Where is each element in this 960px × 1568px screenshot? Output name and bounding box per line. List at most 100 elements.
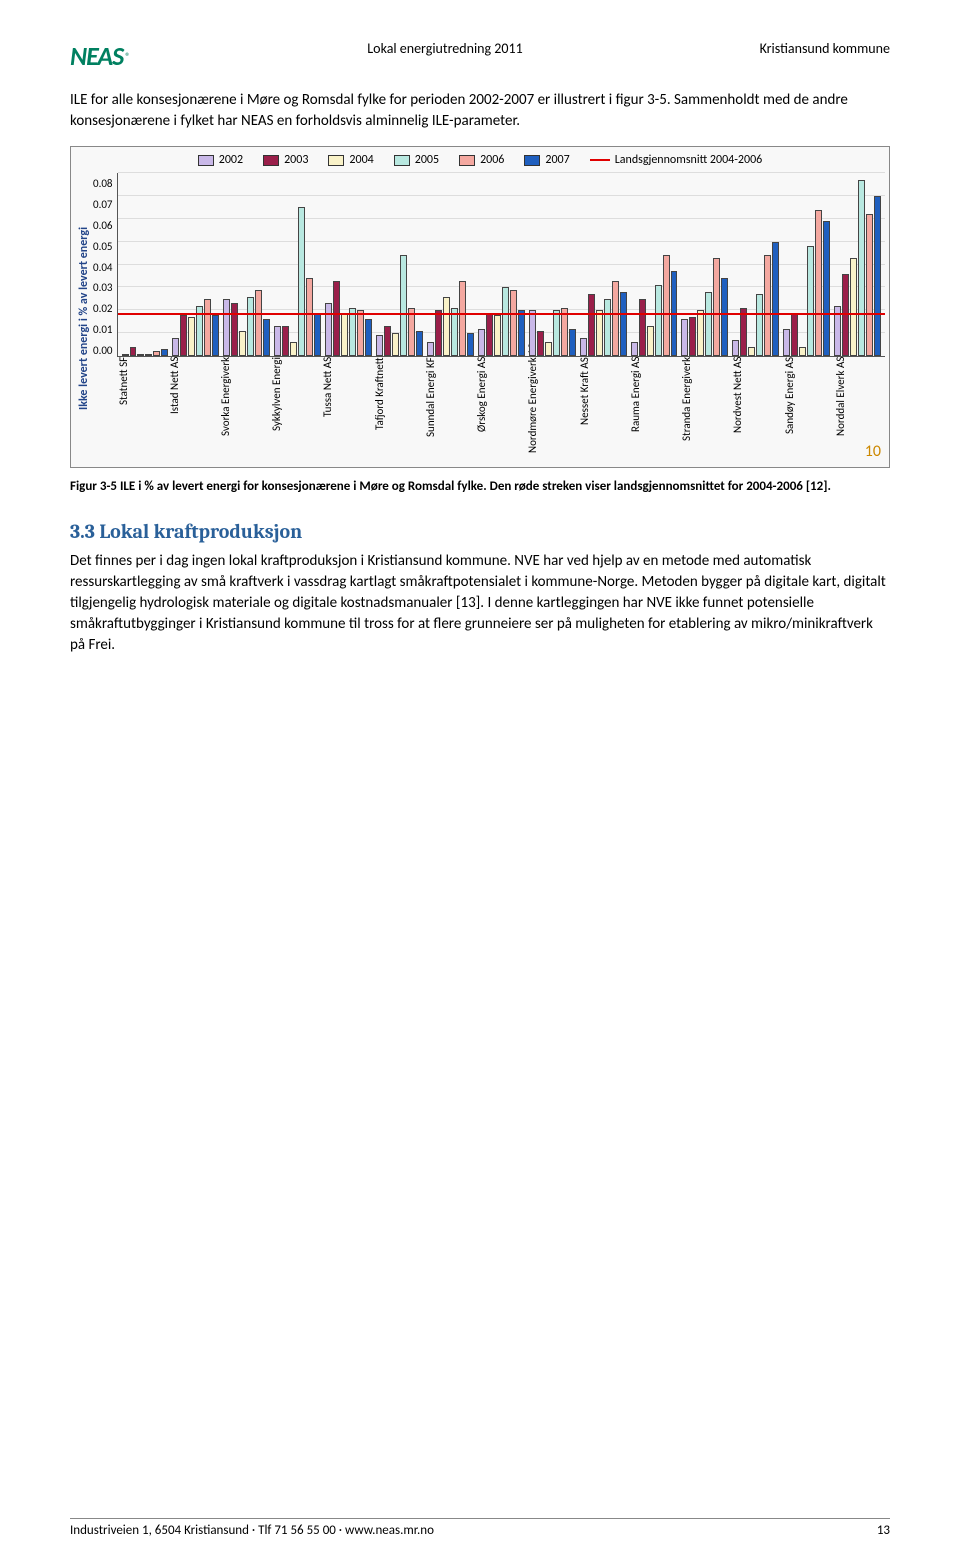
bar-group <box>783 173 830 356</box>
bar-group <box>274 173 321 356</box>
bar <box>588 294 595 356</box>
bar <box>435 310 442 356</box>
bar <box>604 299 611 356</box>
bar <box>486 313 493 356</box>
legend-label: Landsgjennomsnitt 2004-2006 <box>615 153 763 167</box>
bar <box>376 335 383 356</box>
legend-item: 2006 <box>459 153 504 167</box>
bar <box>180 315 187 356</box>
bar <box>799 347 806 356</box>
bar <box>333 281 340 356</box>
bar <box>756 294 763 356</box>
bar <box>697 310 704 356</box>
chart-plot-area <box>117 173 885 357</box>
xlabel: Istad Nett AS <box>168 357 219 457</box>
ytick: 0.07 <box>93 198 113 211</box>
bar <box>349 308 356 356</box>
bar <box>443 297 450 356</box>
legend-swatch <box>198 155 214 166</box>
bar <box>713 258 720 356</box>
bar-group <box>223 173 270 356</box>
bar <box>130 347 137 356</box>
logo-text: NEAS <box>70 40 123 72</box>
bar <box>282 326 289 356</box>
ytick: 0.03 <box>93 281 113 294</box>
xlabel: Ørskog Energi AS <box>475 357 526 457</box>
legend-swatch <box>590 159 610 161</box>
bar-group <box>834 173 881 356</box>
bar <box>400 255 407 356</box>
bar <box>721 278 728 356</box>
section-body: Det finnes per i dag ingen lokal kraftpr… <box>70 551 890 656</box>
bar <box>740 308 747 356</box>
bar <box>655 285 662 356</box>
bar-group <box>478 173 525 356</box>
bar <box>580 338 587 356</box>
bar <box>255 290 262 356</box>
bar <box>815 210 822 356</box>
bar <box>764 255 771 356</box>
xlabel: Sykkylven Energi <box>270 357 321 457</box>
xlabel: Rauma Energi AS <box>629 357 680 457</box>
bar <box>357 310 364 356</box>
bar <box>596 310 603 356</box>
bar <box>145 354 152 356</box>
chart-body: Ikke levert energi i % av levert energi … <box>75 173 885 463</box>
bar <box>153 351 160 356</box>
bar <box>478 329 485 356</box>
chart-yaxis: 0.080.070.060.050.040.030.020.010.00 <box>93 177 117 357</box>
intro-paragraph: ILE for alle konsesjonærene i Møre og Ro… <box>70 90 890 132</box>
legend-swatch <box>459 155 475 166</box>
bar-group <box>122 173 169 356</box>
legend-label: 2007 <box>545 153 569 167</box>
bar <box>561 308 568 356</box>
bar <box>647 326 654 356</box>
xlabel: Tussa Nett AS <box>321 357 372 457</box>
bar <box>732 340 739 356</box>
legend-label: 2006 <box>480 153 504 167</box>
ytick: 0.06 <box>93 219 113 232</box>
bar-group <box>325 173 372 356</box>
bar <box>298 207 305 356</box>
ytick: 0.08 <box>93 177 113 190</box>
chart-plot-wrap: Statnett SFIstad Nett ASSvorka Energiver… <box>117 173 885 463</box>
legend-label: 2002 <box>219 153 243 167</box>
bar-group <box>427 173 474 356</box>
legend-item: 2003 <box>263 153 308 167</box>
legend-swatch <box>328 155 344 166</box>
legend-swatch <box>263 155 279 166</box>
ile-bar-chart: 200220032004200520062007Landsgjennomsnit… <box>70 146 890 468</box>
bar-group <box>172 173 219 356</box>
bar <box>263 319 270 356</box>
chart-legend: 200220032004200520062007Landsgjennomsnit… <box>75 153 885 167</box>
bar <box>416 331 423 356</box>
bar <box>290 342 297 356</box>
bar-group <box>631 173 678 356</box>
bar <box>545 342 552 356</box>
bar <box>408 308 415 356</box>
legend-item: 2007 <box>524 153 569 167</box>
bar <box>783 329 790 356</box>
bar <box>392 333 399 356</box>
bar <box>518 310 525 356</box>
xlabel: Nordvest Nett AS <box>731 357 782 457</box>
xlabel: Stranda Energiverk <box>680 357 731 457</box>
chart-ylabel: Ikke levert energi i % av levert energi <box>75 173 93 463</box>
legend-swatch <box>524 155 540 166</box>
xlabel: Sunndal Energi KF <box>424 357 475 457</box>
bar <box>866 214 873 356</box>
bar <box>502 287 509 356</box>
bar <box>494 315 501 356</box>
bar <box>850 258 857 356</box>
bar <box>510 290 517 356</box>
bar <box>663 255 670 356</box>
bar <box>365 319 372 356</box>
xlabel: Svorka Energiverk <box>219 357 270 457</box>
bar <box>137 354 144 356</box>
bar <box>748 347 755 356</box>
bar <box>569 329 576 356</box>
bar <box>212 315 219 356</box>
bar <box>231 303 238 356</box>
bar <box>689 317 696 356</box>
bar <box>705 292 712 356</box>
